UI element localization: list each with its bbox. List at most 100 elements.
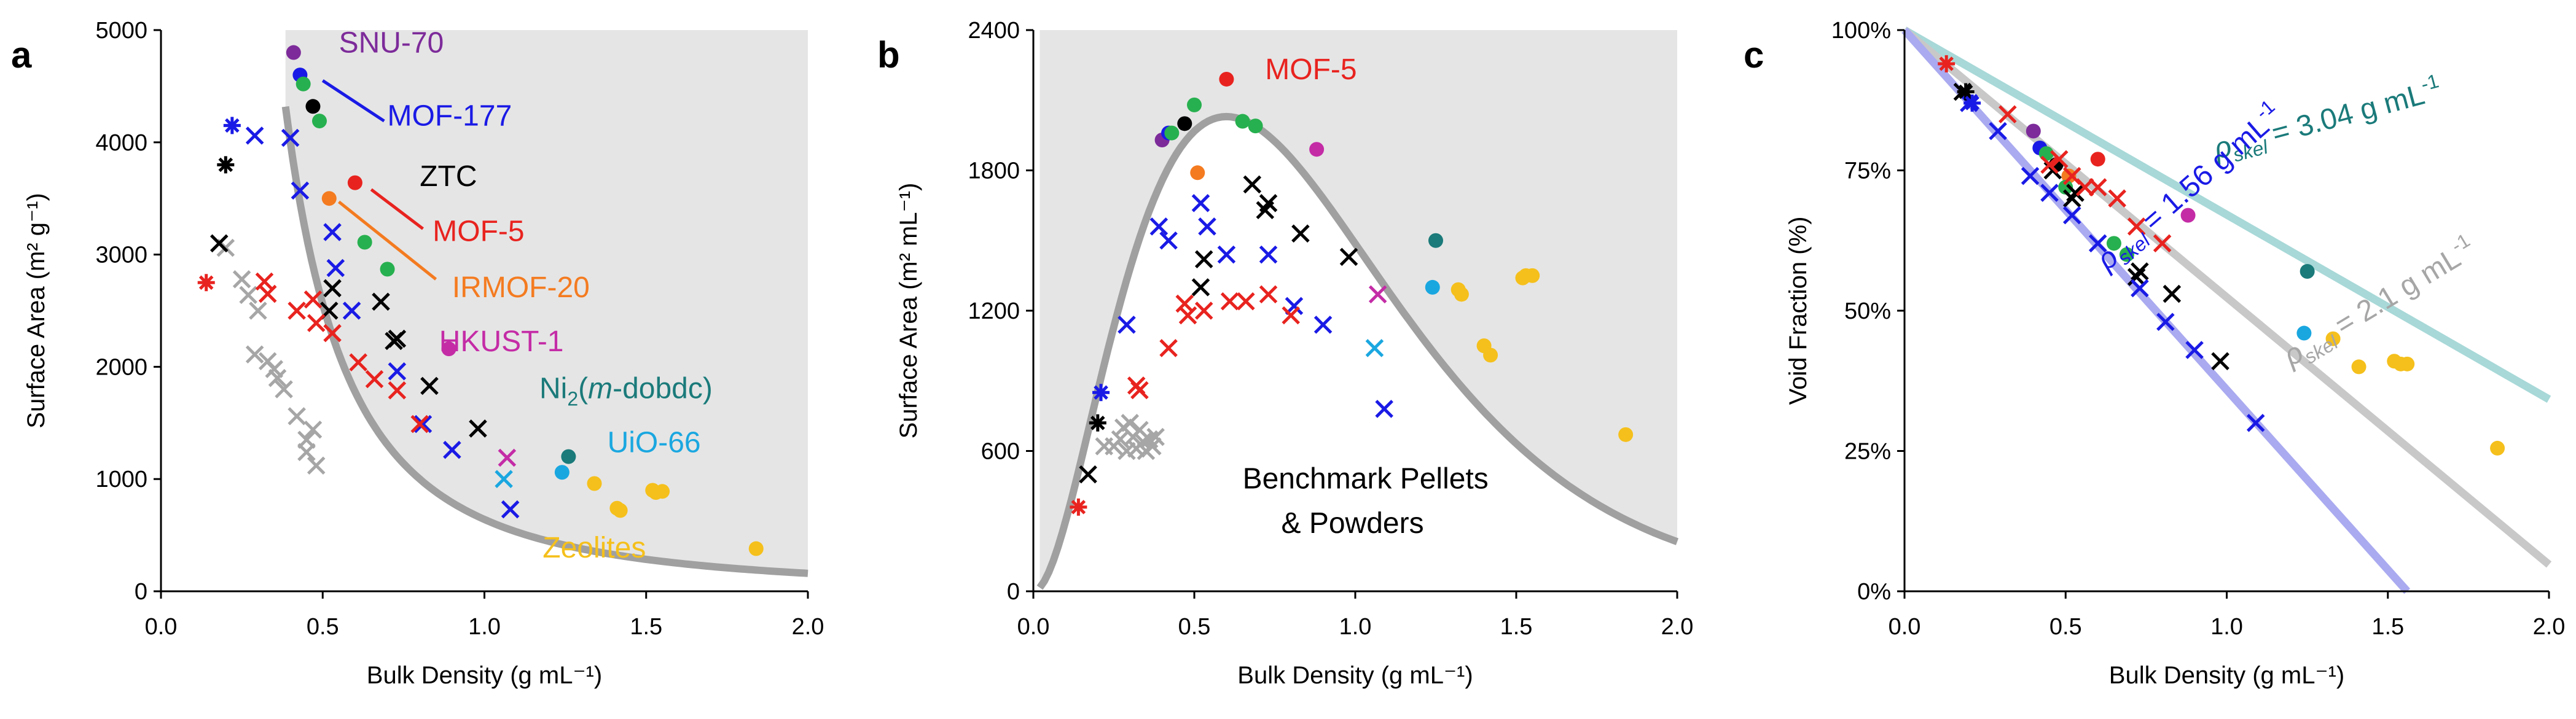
panel-c-point-red-powders xyxy=(2088,178,2107,196)
panel-a-label-uio-66: UiO-66 xyxy=(608,426,701,459)
panel-a-point-red-powders xyxy=(258,284,277,303)
panel-c-point-zeolites xyxy=(2400,356,2415,371)
panel-a-ytick-label: 5000 xyxy=(95,18,147,44)
panel-a-point-black-powders xyxy=(469,419,487,438)
panel-a-leader-line-red xyxy=(370,188,424,230)
panel-a-point-blue-powders xyxy=(342,301,361,320)
panel-b-point-gray-powders xyxy=(1121,414,1139,432)
panel-b-xtick-label: 1.0 xyxy=(1339,614,1372,640)
panel-b-point-zeolites xyxy=(1618,427,1634,442)
panel-b-label-benchmark-pellets: Benchmark Pellets xyxy=(1243,462,1489,495)
panel-a-point-gray-powders xyxy=(249,301,267,320)
panel-c-point-irmof-20 xyxy=(2061,168,2077,184)
panel-b-point-blue-powders xyxy=(1191,194,1210,212)
panel-a-point-red-powders xyxy=(410,414,429,433)
panel-a-point-mof-5 xyxy=(347,175,362,190)
panel-a-point-ni2-m-dobdc xyxy=(561,449,576,464)
panel-c-point-blue-powders xyxy=(2062,206,2081,225)
panel-a-label-snu-70: SNU-70 xyxy=(339,27,444,60)
panel-c-line-rho-skel-3-04 xyxy=(1902,26,2551,403)
panel-c-point-black-powders xyxy=(2163,284,2182,303)
panel-b-point-other-mofs-green xyxy=(1248,119,1263,134)
panel-b-point-hkust-1 xyxy=(1309,142,1325,157)
panel-a-point-magenta-powder xyxy=(498,448,517,467)
panel-c-point-blue-powders xyxy=(2156,313,2175,332)
panel-a-point-blue-powders xyxy=(413,414,433,433)
panel-b-point-irmof-20 xyxy=(1190,165,1205,181)
panel-b-point-black-powders xyxy=(1194,250,1213,268)
panel-a-point-red-powders xyxy=(303,290,323,309)
panel-a-point-blue-powders xyxy=(501,500,520,519)
panel-b-point-other-mofs-green xyxy=(1187,97,1202,112)
panel-b-point-blue-powders xyxy=(1313,316,1333,334)
panel-a-point-black-pellet xyxy=(217,156,235,174)
panel-b-point-blue-powders xyxy=(1259,245,1278,264)
panel-a-point-other-mofs-green xyxy=(296,76,311,91)
panel-c-ytick-label: 25% xyxy=(1844,439,1891,465)
panel-a-point-blue-powders xyxy=(326,258,345,278)
panel-a-ytick-label: 2000 xyxy=(95,354,147,380)
panel-b-point-blue-powders xyxy=(1198,217,1216,236)
panel-a-point-black-powders xyxy=(388,329,407,348)
panel-a-label-hkust-1: HKUST-1 xyxy=(439,325,564,358)
panel-a: a 0.0 0.5 1.0 1.5 2.0 0 1000 2000 3000 4000 5000 SN… xyxy=(11,18,824,689)
panel-b-point-red-powders xyxy=(1178,306,1197,325)
panel-a-label-irmof-20: IRMOF-20 xyxy=(452,271,590,304)
panel-c-point-other-mofs-green xyxy=(2106,236,2121,251)
panel-a-point-other-mofs-green xyxy=(311,114,327,129)
panel-c-xtick-label: 0.5 xyxy=(2049,614,2082,640)
panel-c-point-red-powders xyxy=(2153,234,2172,253)
panel-a-ytick-label: 3000 xyxy=(95,243,147,268)
panel-a-point-gray-powders xyxy=(268,368,287,387)
panel-b: b 0.0 0.5 1.0 1.5 2.0 0 600 1200 1800 2400 MOF-5 Be… xyxy=(877,18,1693,689)
panel-a-label-mof-177: MOF-177 xyxy=(388,99,512,132)
panel-b-point-black-powders xyxy=(1079,465,1097,484)
panel-a-point-gray-powders xyxy=(288,407,306,426)
panel-b-point-black-pellet xyxy=(1089,414,1106,432)
panel-b-envelope-line xyxy=(1036,112,1679,590)
panel-b-envelope-shade xyxy=(1039,30,1677,588)
panel-b-label-powders: & Powders xyxy=(1281,507,1423,540)
panel-b-point-uio-66 xyxy=(1425,279,1440,295)
panel-c-ylabel: Void Fraction (%) xyxy=(1785,217,1812,405)
panel-c-point-red-powders xyxy=(2075,178,2094,196)
panel-a-envelope-shade xyxy=(285,30,808,573)
panel-a-xtick-label: 1.5 xyxy=(630,614,662,640)
panel-c-point-red-powders xyxy=(2049,150,2069,168)
panel-a-point-gray-powders xyxy=(232,270,251,289)
panel-b-point-red-powders xyxy=(1237,292,1255,311)
panel-a-xlabel: Bulk Density (g mL⁻¹) xyxy=(367,662,602,689)
panel-b-point-zeolites xyxy=(1525,268,1540,283)
panel-b-point-red-powders xyxy=(1220,292,1239,311)
panel-a-point-red-powders xyxy=(388,381,407,400)
panel-b-ytick-label: 1200 xyxy=(968,298,1020,324)
panel-b-xlabel: Bulk Density (g mL⁻¹) xyxy=(1237,662,1473,689)
panel-a-point-blue-powders xyxy=(323,223,342,241)
panel-c-point-blue-powders xyxy=(2040,184,2059,202)
panel-a-point-hkust-1 xyxy=(441,341,456,357)
panel-b-xtick-label: 1.5 xyxy=(1500,614,1533,640)
panel-b-point-black-powders xyxy=(1191,278,1210,297)
panel-b-point-other-mofs-green xyxy=(1235,114,1250,129)
panel-b-point-red-powders xyxy=(1130,381,1149,400)
panel-b-point-red-powders xyxy=(1259,285,1278,304)
panel-c-point-blue-powders xyxy=(2185,341,2204,359)
panel-a-label-ni2-m-dobdc: Ni2(m-dobdc) xyxy=(539,373,713,410)
panel-a-point-red-pellet xyxy=(197,274,215,292)
panel-b-xtick-label: 0.0 xyxy=(1017,614,1050,640)
panel-c-point-blue-powders xyxy=(1989,122,2007,141)
panel-b-label-mof-5: MOF-5 xyxy=(1265,53,1357,86)
panel-a-point-gray-powders xyxy=(307,456,326,475)
panel-b-ytick-label: 1800 xyxy=(968,158,1020,184)
panel-a-point-blue-powders xyxy=(388,362,407,381)
panel-a-plot: 0.0 0.5 1.0 1.5 2.0 0 1000 2000 3000 4000 5000 SNU-… xyxy=(95,18,824,640)
panel-a-point-blue-powders xyxy=(281,128,300,147)
panel-a-point-irmof-20 xyxy=(321,191,337,206)
panel-c-point-uio-66 xyxy=(2296,325,2312,341)
panel-a-ytick-label: 4000 xyxy=(95,130,147,156)
panel-a-point-gray-powders xyxy=(297,443,316,462)
panel-b-point-cyan-powder xyxy=(1365,339,1384,357)
panel-c-xtick-label: 2.0 xyxy=(2533,614,2566,640)
panel-c-xlabel: Bulk Density (g mL⁻¹) xyxy=(2109,662,2344,689)
